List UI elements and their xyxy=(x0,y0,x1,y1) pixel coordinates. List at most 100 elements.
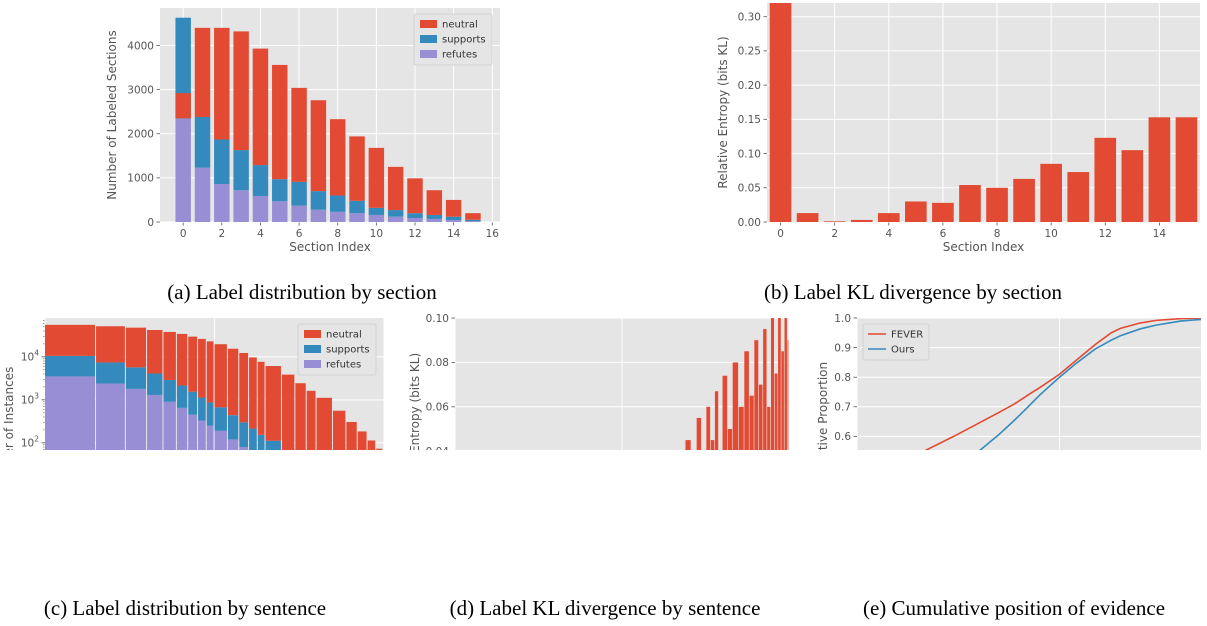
marks xyxy=(685,318,789,450)
caption-b: (b) Label KL divergence by section xyxy=(764,280,1062,304)
bar-neutral xyxy=(96,326,125,363)
bar-neutral xyxy=(45,324,96,356)
x-tick-label: 12 xyxy=(408,228,421,240)
bar xyxy=(787,340,789,450)
y-tick-label: 1000 xyxy=(127,173,154,185)
bar xyxy=(727,429,733,450)
x-tick-label: 12 xyxy=(1099,228,1112,240)
bar xyxy=(769,3,792,222)
bar-refutes xyxy=(426,218,443,222)
legend-label: neutral xyxy=(326,330,362,341)
bar-refutes xyxy=(310,209,327,222)
x-tick-label: 0 xyxy=(777,228,784,240)
bar xyxy=(744,351,749,450)
y-tick-label: 0.7 xyxy=(834,402,851,414)
y-tick-label: 4000 xyxy=(127,40,154,52)
y-axis-label: Relative Entropy (bits KL) xyxy=(408,353,422,450)
bar-supports xyxy=(387,210,404,217)
bar-neutral xyxy=(281,374,295,450)
bar-neutral xyxy=(147,329,163,374)
x-tick-label: 6 xyxy=(296,228,303,240)
bar-neutral xyxy=(188,336,198,392)
bar-refutes xyxy=(96,383,125,450)
bar-neutral xyxy=(239,352,249,423)
legend: FEVER Ours xyxy=(862,323,930,361)
bar-supports xyxy=(45,355,96,377)
y-tick-label: 3000 xyxy=(127,84,154,96)
bar-refutes xyxy=(176,407,188,450)
bar xyxy=(1121,150,1144,222)
bar-refutes xyxy=(368,214,385,222)
caption-a: (a) Label distribution by section xyxy=(167,280,437,304)
legend-label: supports xyxy=(442,35,486,46)
legend-label: refutes xyxy=(442,50,477,61)
x-axis-label: Section Index xyxy=(289,240,370,254)
legend-swatch xyxy=(420,35,437,43)
x-tick-label: 14 xyxy=(1153,228,1167,240)
bar-refutes xyxy=(407,218,423,222)
figure: 0 2 4 6 8 10 12 14 16 0 1000 2000 3000 4000 Section In… xyxy=(2,3,1201,450)
x-tick-label: 10 xyxy=(1044,228,1057,240)
chart-b: 0 2 4 6 8 10 12 14 0.00 0.05 0.10 0.15 0.20 0.25 0.30 S… xyxy=(716,3,1200,254)
bar xyxy=(1067,172,1090,222)
y-tick-label: 2000 xyxy=(127,129,154,141)
bar xyxy=(770,318,775,450)
y-axis-label: Number of Instances xyxy=(2,367,16,450)
bar-neutral xyxy=(376,448,383,450)
bar-neutral xyxy=(163,331,176,380)
bar-supports xyxy=(206,402,214,426)
x-tick-label: 14 xyxy=(447,228,461,240)
bar-supports xyxy=(249,428,257,450)
bar xyxy=(1148,117,1171,222)
bar-supports xyxy=(465,219,481,222)
y-tick-label: 0 xyxy=(147,217,154,229)
legend-label: FEVER xyxy=(891,330,923,341)
bar-neutral xyxy=(233,31,249,151)
caption-d: (d) Label KL divergence by sentence xyxy=(449,596,761,620)
bar-neutral xyxy=(426,190,443,215)
caption-e: (e) Cumulative position of evidence xyxy=(862,596,1166,620)
bar-neutral xyxy=(368,147,385,208)
bar xyxy=(710,440,715,450)
legend-label: refutes xyxy=(326,360,361,371)
bar xyxy=(905,201,927,222)
x-tick-label: 16 xyxy=(486,228,500,240)
bar-neutral xyxy=(316,397,332,450)
legend-label: Ours xyxy=(891,345,915,356)
marks xyxy=(45,324,383,450)
bar xyxy=(877,213,900,222)
legend-swatch xyxy=(420,50,437,58)
bar-neutral xyxy=(407,178,423,214)
bar-refutes xyxy=(214,184,230,222)
bar-supports xyxy=(426,214,443,219)
bar-supports xyxy=(349,200,365,214)
bar-supports xyxy=(272,179,288,202)
x-tick-label: 10 xyxy=(370,228,383,240)
bar-refutes xyxy=(233,190,249,222)
marks xyxy=(769,3,1198,222)
bar-supports xyxy=(163,379,176,402)
bar-supports xyxy=(368,207,385,215)
legend: neutral supports refutes xyxy=(297,323,377,376)
bar-refutes xyxy=(291,205,307,222)
bar xyxy=(850,219,873,222)
x-tick-label: 4 xyxy=(257,228,264,240)
bar-neutral xyxy=(194,27,211,117)
bar xyxy=(758,384,763,450)
bar-supports xyxy=(96,362,125,384)
y-tick-label: 0.6 xyxy=(834,431,851,443)
bar-supports xyxy=(188,391,198,415)
bar-supports xyxy=(257,434,265,450)
bar-refutes xyxy=(349,213,365,222)
bar-neutral xyxy=(176,333,188,386)
marks xyxy=(175,17,481,222)
bar-neutral xyxy=(465,213,481,220)
bar-neutral xyxy=(265,366,281,441)
bar-neutral xyxy=(310,100,327,192)
x-tick-label: 4 xyxy=(885,228,892,240)
y-axis-label: Number of Labeled Sections xyxy=(105,30,119,199)
bar-supports xyxy=(214,139,230,185)
bar xyxy=(754,340,759,450)
bar xyxy=(706,406,711,450)
bar xyxy=(685,440,691,450)
